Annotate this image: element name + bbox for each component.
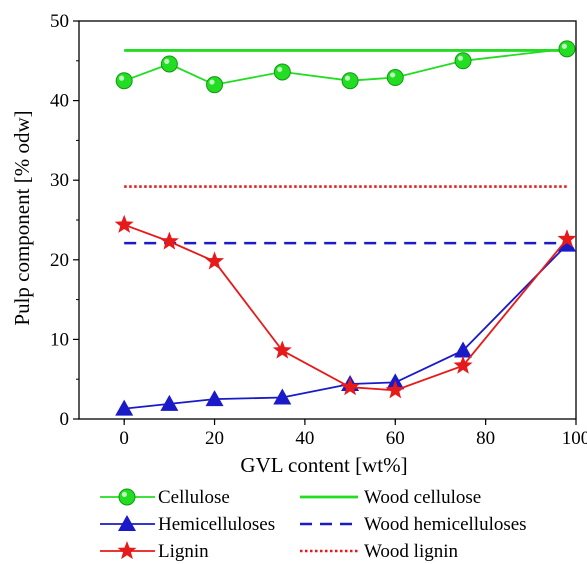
legend-label: Wood hemicelluloses: [364, 514, 527, 535]
data-point: [454, 341, 473, 358]
data-point: [557, 229, 577, 248]
y-tick-label: 50: [50, 11, 69, 32]
data-point: [115, 72, 133, 90]
axes: [78, 20, 577, 420]
x-tick-label: 80: [476, 428, 495, 449]
data-point: [340, 377, 360, 396]
x-tick-label: 60: [386, 428, 405, 449]
data-point: [160, 55, 178, 73]
y-tick-label: 40: [50, 91, 69, 112]
x-tick-label: 100: [562, 428, 587, 449]
data-point: [159, 231, 179, 250]
y-axis-label: Pulp component [% odw]: [10, 110, 34, 325]
data-point: [273, 63, 291, 81]
legend: Cellulose Hemicelluloses Lignin Wood cellul…: [100, 487, 527, 562]
data-point: [205, 390, 224, 407]
y-tick-label: 20: [50, 250, 69, 271]
data-point: [454, 52, 472, 70]
data-point: [114, 214, 134, 233]
y-tick-label: 30: [50, 170, 69, 191]
legend-label: Wood lignin: [364, 541, 458, 562]
legend-label: Hemicelluloses: [158, 514, 275, 535]
data-point: [386, 69, 404, 87]
data-point: [341, 72, 359, 90]
data-point: [272, 340, 292, 359]
data-point: [118, 515, 136, 531]
y-tick-label: 0: [60, 409, 70, 430]
data-point: [385, 380, 405, 399]
plot-frame: [78, 20, 577, 420]
x-tick-label: 40: [295, 428, 314, 449]
y-tick-label: 10: [50, 329, 69, 350]
data-point: [273, 388, 292, 405]
legend-label: Cellulose: [158, 487, 230, 508]
data-point: [558, 40, 576, 58]
x-axis-label: GVL content [wt%]: [240, 453, 407, 477]
data-point: [160, 394, 179, 411]
data-point: [206, 76, 224, 94]
data-point: [205, 251, 225, 270]
series-line: [123, 223, 568, 392]
series-line: [124, 244, 568, 410]
data-series: [114, 40, 577, 416]
data-point: [115, 399, 134, 416]
axis-ticks: 0 20 40 60 80 100 0 10 20 30 40 50: [50, 11, 587, 449]
x-tick-label: 20: [205, 428, 224, 449]
reference-lines: [124, 49, 567, 245]
x-tick-label: 0: [119, 428, 129, 449]
data-point: [557, 235, 576, 252]
legend-label: Wood cellulose: [364, 487, 481, 508]
data-point: [117, 541, 137, 560]
data-point: [118, 488, 136, 506]
legend-label: Lignin: [158, 541, 209, 562]
data-point: [453, 355, 473, 374]
